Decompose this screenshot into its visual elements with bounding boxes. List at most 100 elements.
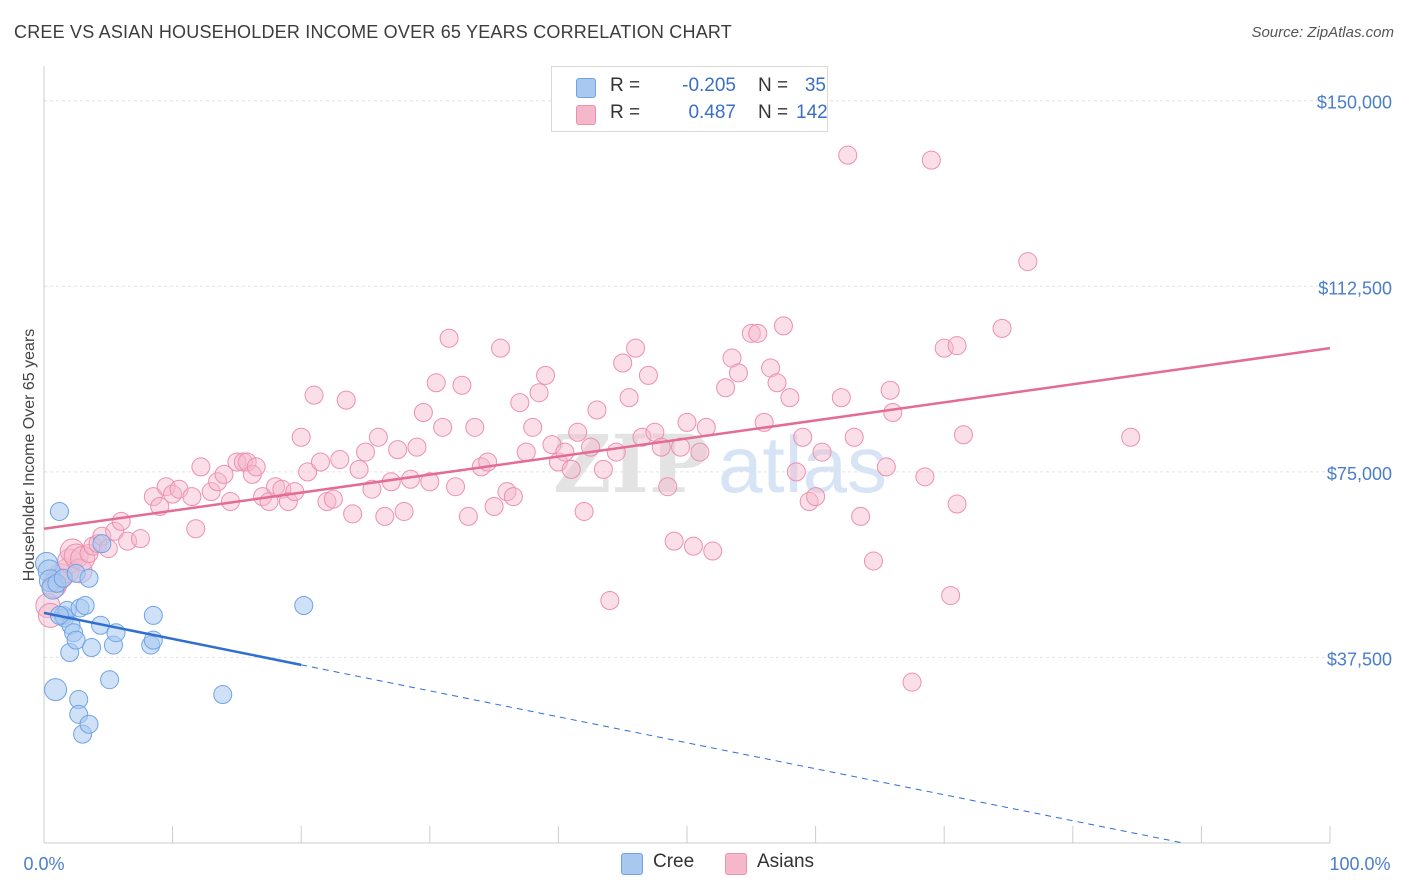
point-asians <box>844 427 864 447</box>
point-asians <box>484 497 504 517</box>
legend-n-label: N = <box>758 75 789 96</box>
point-asians <box>632 427 652 447</box>
point-asians <box>356 442 375 462</box>
x-tick-label: 0.0% <box>23 854 64 874</box>
point-cree <box>79 568 99 588</box>
point-cree <box>44 678 68 702</box>
point-asians <box>593 459 613 479</box>
point-asians <box>793 427 813 447</box>
point-asians <box>536 365 556 385</box>
point-asians <box>921 150 941 170</box>
point-asians <box>561 459 581 479</box>
point-asians <box>741 323 761 343</box>
point-asians <box>728 363 748 383</box>
y-tick-label: $112,500 <box>1318 278 1392 298</box>
point-asians <box>439 328 459 348</box>
point-asians <box>690 442 710 462</box>
point-asians <box>426 373 446 393</box>
trend-line-asians <box>43 346 1331 531</box>
legend-box: R = -0.205 N = 35 R = 0.487 N = 142 <box>551 66 828 132</box>
grid-lines <box>44 100 1330 658</box>
point-asians <box>677 412 697 432</box>
legend-swatch-cree <box>576 78 596 98</box>
legend-n-label: N = <box>758 102 789 123</box>
point-asians <box>388 440 408 460</box>
point-asians <box>330 450 350 469</box>
point-asians <box>851 506 871 526</box>
axes <box>43 66 1331 844</box>
point-asians <box>555 442 575 462</box>
point-asians <box>503 487 523 507</box>
point-asians <box>748 323 768 343</box>
point-asians <box>947 494 967 514</box>
point-asians <box>458 506 478 526</box>
point-asians <box>420 472 440 492</box>
point-asians <box>362 479 382 499</box>
point-asians <box>947 336 967 356</box>
point-asians <box>214 464 234 484</box>
point-asians <box>838 145 858 165</box>
point-asians <box>799 492 819 512</box>
watermark-atlas: atlas <box>718 420 887 509</box>
bottom-legend-label-asians: Asians <box>757 851 815 872</box>
point-asians <box>953 425 973 445</box>
point-asians <box>323 489 343 509</box>
x-tick-label: 100.0% <box>1329 854 1390 874</box>
y-tick-label: $75,000 <box>1327 464 1392 484</box>
point-asians <box>664 531 684 551</box>
bottom-legend-swatch-asians <box>725 853 747 875</box>
point-cree <box>100 670 120 690</box>
point-asians <box>130 529 150 549</box>
point-asians <box>863 551 883 571</box>
point-asians <box>394 501 414 521</box>
legend-n-value: 35 <box>804 75 826 96</box>
point-asians <box>163 484 183 504</box>
point-asians <box>606 442 626 462</box>
legend-r-value: -0.205 <box>682 75 736 96</box>
point-asians <box>1018 252 1038 272</box>
point-asians <box>446 477 466 497</box>
point-cree <box>66 630 86 650</box>
point-asians <box>349 459 369 479</box>
point-asians <box>491 338 511 358</box>
point-cree <box>294 595 314 615</box>
chart-title: CREE VS ASIAN HOUSEHOLDER INCOME OVER 65… <box>14 22 732 42</box>
point-cree <box>82 638 102 658</box>
point-asians <box>186 519 206 539</box>
point-asians <box>883 402 903 422</box>
point-asians <box>227 452 247 472</box>
y-tick-label: $150,000 <box>1317 93 1392 113</box>
bottom-legend-swatch-cree <box>621 853 643 875</box>
point-asians <box>902 672 922 692</box>
point-asians <box>574 501 594 521</box>
point-asians <box>237 452 257 472</box>
tick-labels: $37,500 $75,000 $112,500 $150,000 0.0% 100.0% <box>23 93 1392 874</box>
point-asians <box>111 511 131 531</box>
point-asians <box>529 383 549 403</box>
point-asians <box>343 504 363 524</box>
point-cree <box>143 605 163 625</box>
point-asians <box>812 442 832 462</box>
point-asians <box>413 402 433 422</box>
point-asians <box>201 482 221 502</box>
legend-r-value: 0.487 <box>688 102 736 123</box>
point-asians <box>105 521 125 541</box>
point-asians <box>568 422 588 442</box>
point-asians <box>626 338 646 358</box>
point-asians <box>703 541 723 561</box>
point-asians <box>191 457 211 477</box>
legend-swatch-asians <box>576 105 596 125</box>
point-asians <box>336 390 356 410</box>
point-asians <box>310 452 330 472</box>
point-asians <box>452 375 472 395</box>
point-asians <box>831 388 851 408</box>
point-asians <box>658 477 678 497</box>
source-label: Source: ZipAtlas.com <box>1251 24 1394 41</box>
bottom-legend-label-cree: Cree <box>653 851 695 872</box>
point-cree <box>79 714 99 734</box>
point-asians <box>941 586 961 606</box>
point-asians <box>433 417 453 437</box>
point-cree <box>49 501 69 521</box>
point-asians <box>638 365 658 385</box>
point-asians <box>619 388 639 408</box>
